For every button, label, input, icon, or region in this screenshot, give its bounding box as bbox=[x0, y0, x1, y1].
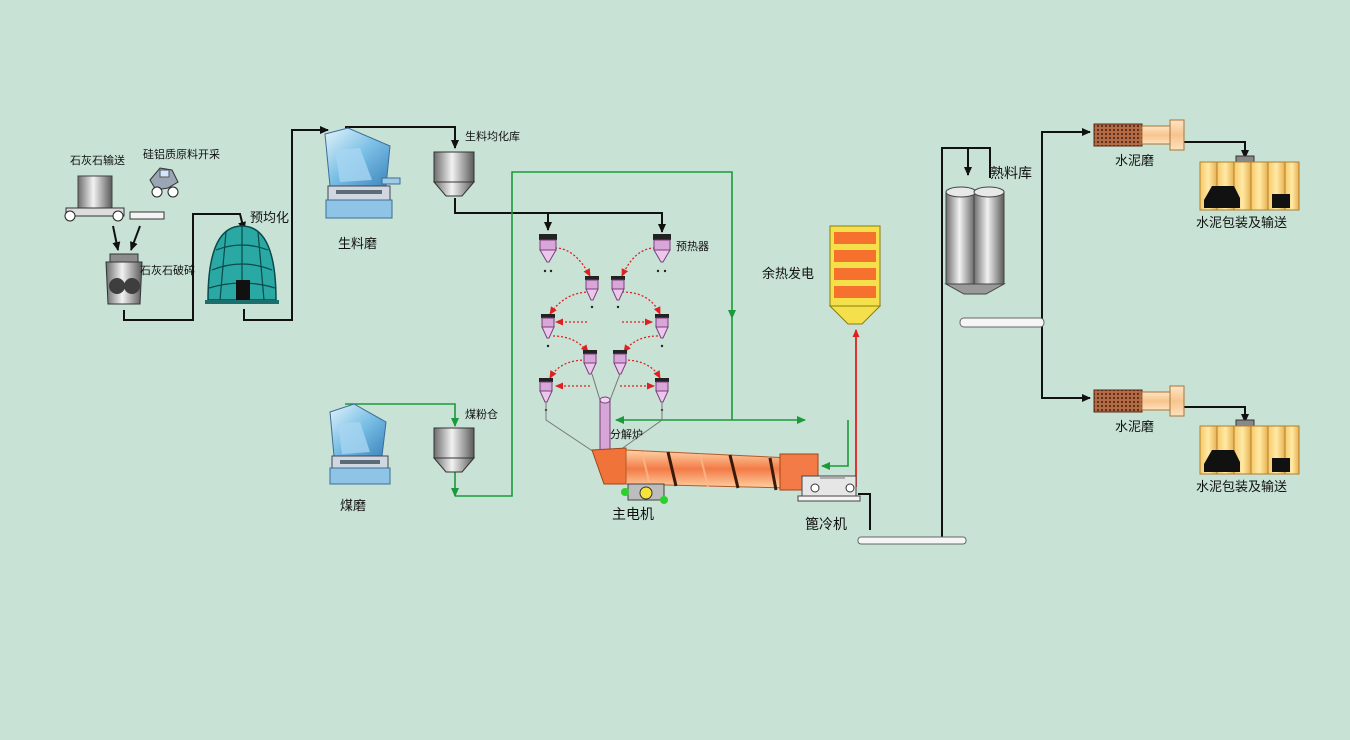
material-flow-lines bbox=[112, 126, 1249, 540]
pre-homogenization-dome bbox=[205, 225, 279, 304]
label-packing-1: 水泥包装及输送 bbox=[1196, 215, 1287, 231]
packing-unit-2 bbox=[1199, 419, 1300, 475]
waste-heat-boiler bbox=[828, 225, 882, 325]
preheater-tower bbox=[539, 234, 671, 453]
label-limestone-crusher: 石灰石破碎 bbox=[140, 263, 195, 277]
label-raw-mill: 生料磨 bbox=[338, 237, 377, 252]
rotary-kiln bbox=[591, 447, 819, 491]
preheater-drop-dots bbox=[543, 269, 667, 412]
coal-powder-bin bbox=[432, 427, 476, 473]
label-limestone-transport: 石灰石输送 bbox=[70, 153, 125, 167]
raw-mill-unit bbox=[324, 127, 401, 219]
preheater-red-dotted-links bbox=[549, 247, 661, 390]
label-raw-homogenization-silo: 生料均化库 bbox=[465, 129, 520, 143]
raw-homogenization-silo bbox=[432, 151, 476, 197]
label-silica-alumina-mining: 硅铝质原料开采 bbox=[143, 147, 220, 161]
clinker-conveyor-mid bbox=[959, 317, 1045, 328]
mining-excavator-icon bbox=[149, 167, 179, 198]
clinker-silo bbox=[944, 186, 1006, 295]
coal-mill-unit bbox=[329, 403, 391, 485]
label-calciner: 分解炉 bbox=[610, 427, 643, 441]
label-coal-mill: 煤磨 bbox=[340, 499, 366, 514]
gas-flow-lines bbox=[345, 171, 849, 497]
packing-unit-1 bbox=[1199, 155, 1300, 211]
limestone-transport-unit bbox=[64, 175, 165, 222]
clinker-conveyor-bottom bbox=[857, 536, 967, 545]
label-clinker-silo: 熟料库 bbox=[990, 166, 1032, 182]
cement-mill-1-unit bbox=[1093, 119, 1185, 151]
cement-mill-2-unit bbox=[1093, 385, 1185, 417]
label-cement-mill-2: 水泥磨 bbox=[1115, 420, 1154, 435]
label-main-motor: 主电机 bbox=[612, 507, 654, 523]
diagram-labels: 石灰石输送 硅铝质原料开采 石灰石破碎 预均化 生料磨 生料均化库 预热器 煤磨… bbox=[70, 129, 1287, 533]
label-waste-heat-power: 余热发电 bbox=[762, 266, 814, 282]
label-packing-2: 水泥包装及输送 bbox=[1196, 479, 1287, 495]
label-cement-mill-1: 水泥磨 bbox=[1115, 154, 1154, 169]
calciner-column bbox=[599, 396, 611, 451]
preheater-feed-lines bbox=[545, 373, 663, 453]
label-preheater: 预热器 bbox=[676, 240, 709, 253]
label-coal-powder-bin: 煤粉仓 bbox=[465, 407, 498, 421]
main-motor-unit bbox=[621, 483, 668, 504]
grate-cooler-unit bbox=[797, 475, 861, 502]
label-pre-homogenization: 预均化 bbox=[250, 211, 289, 226]
limestone-crusher-unit bbox=[105, 253, 143, 305]
preheater-cyclones bbox=[539, 234, 671, 403]
label-grate-cooler: 篦冷机 bbox=[805, 517, 847, 533]
